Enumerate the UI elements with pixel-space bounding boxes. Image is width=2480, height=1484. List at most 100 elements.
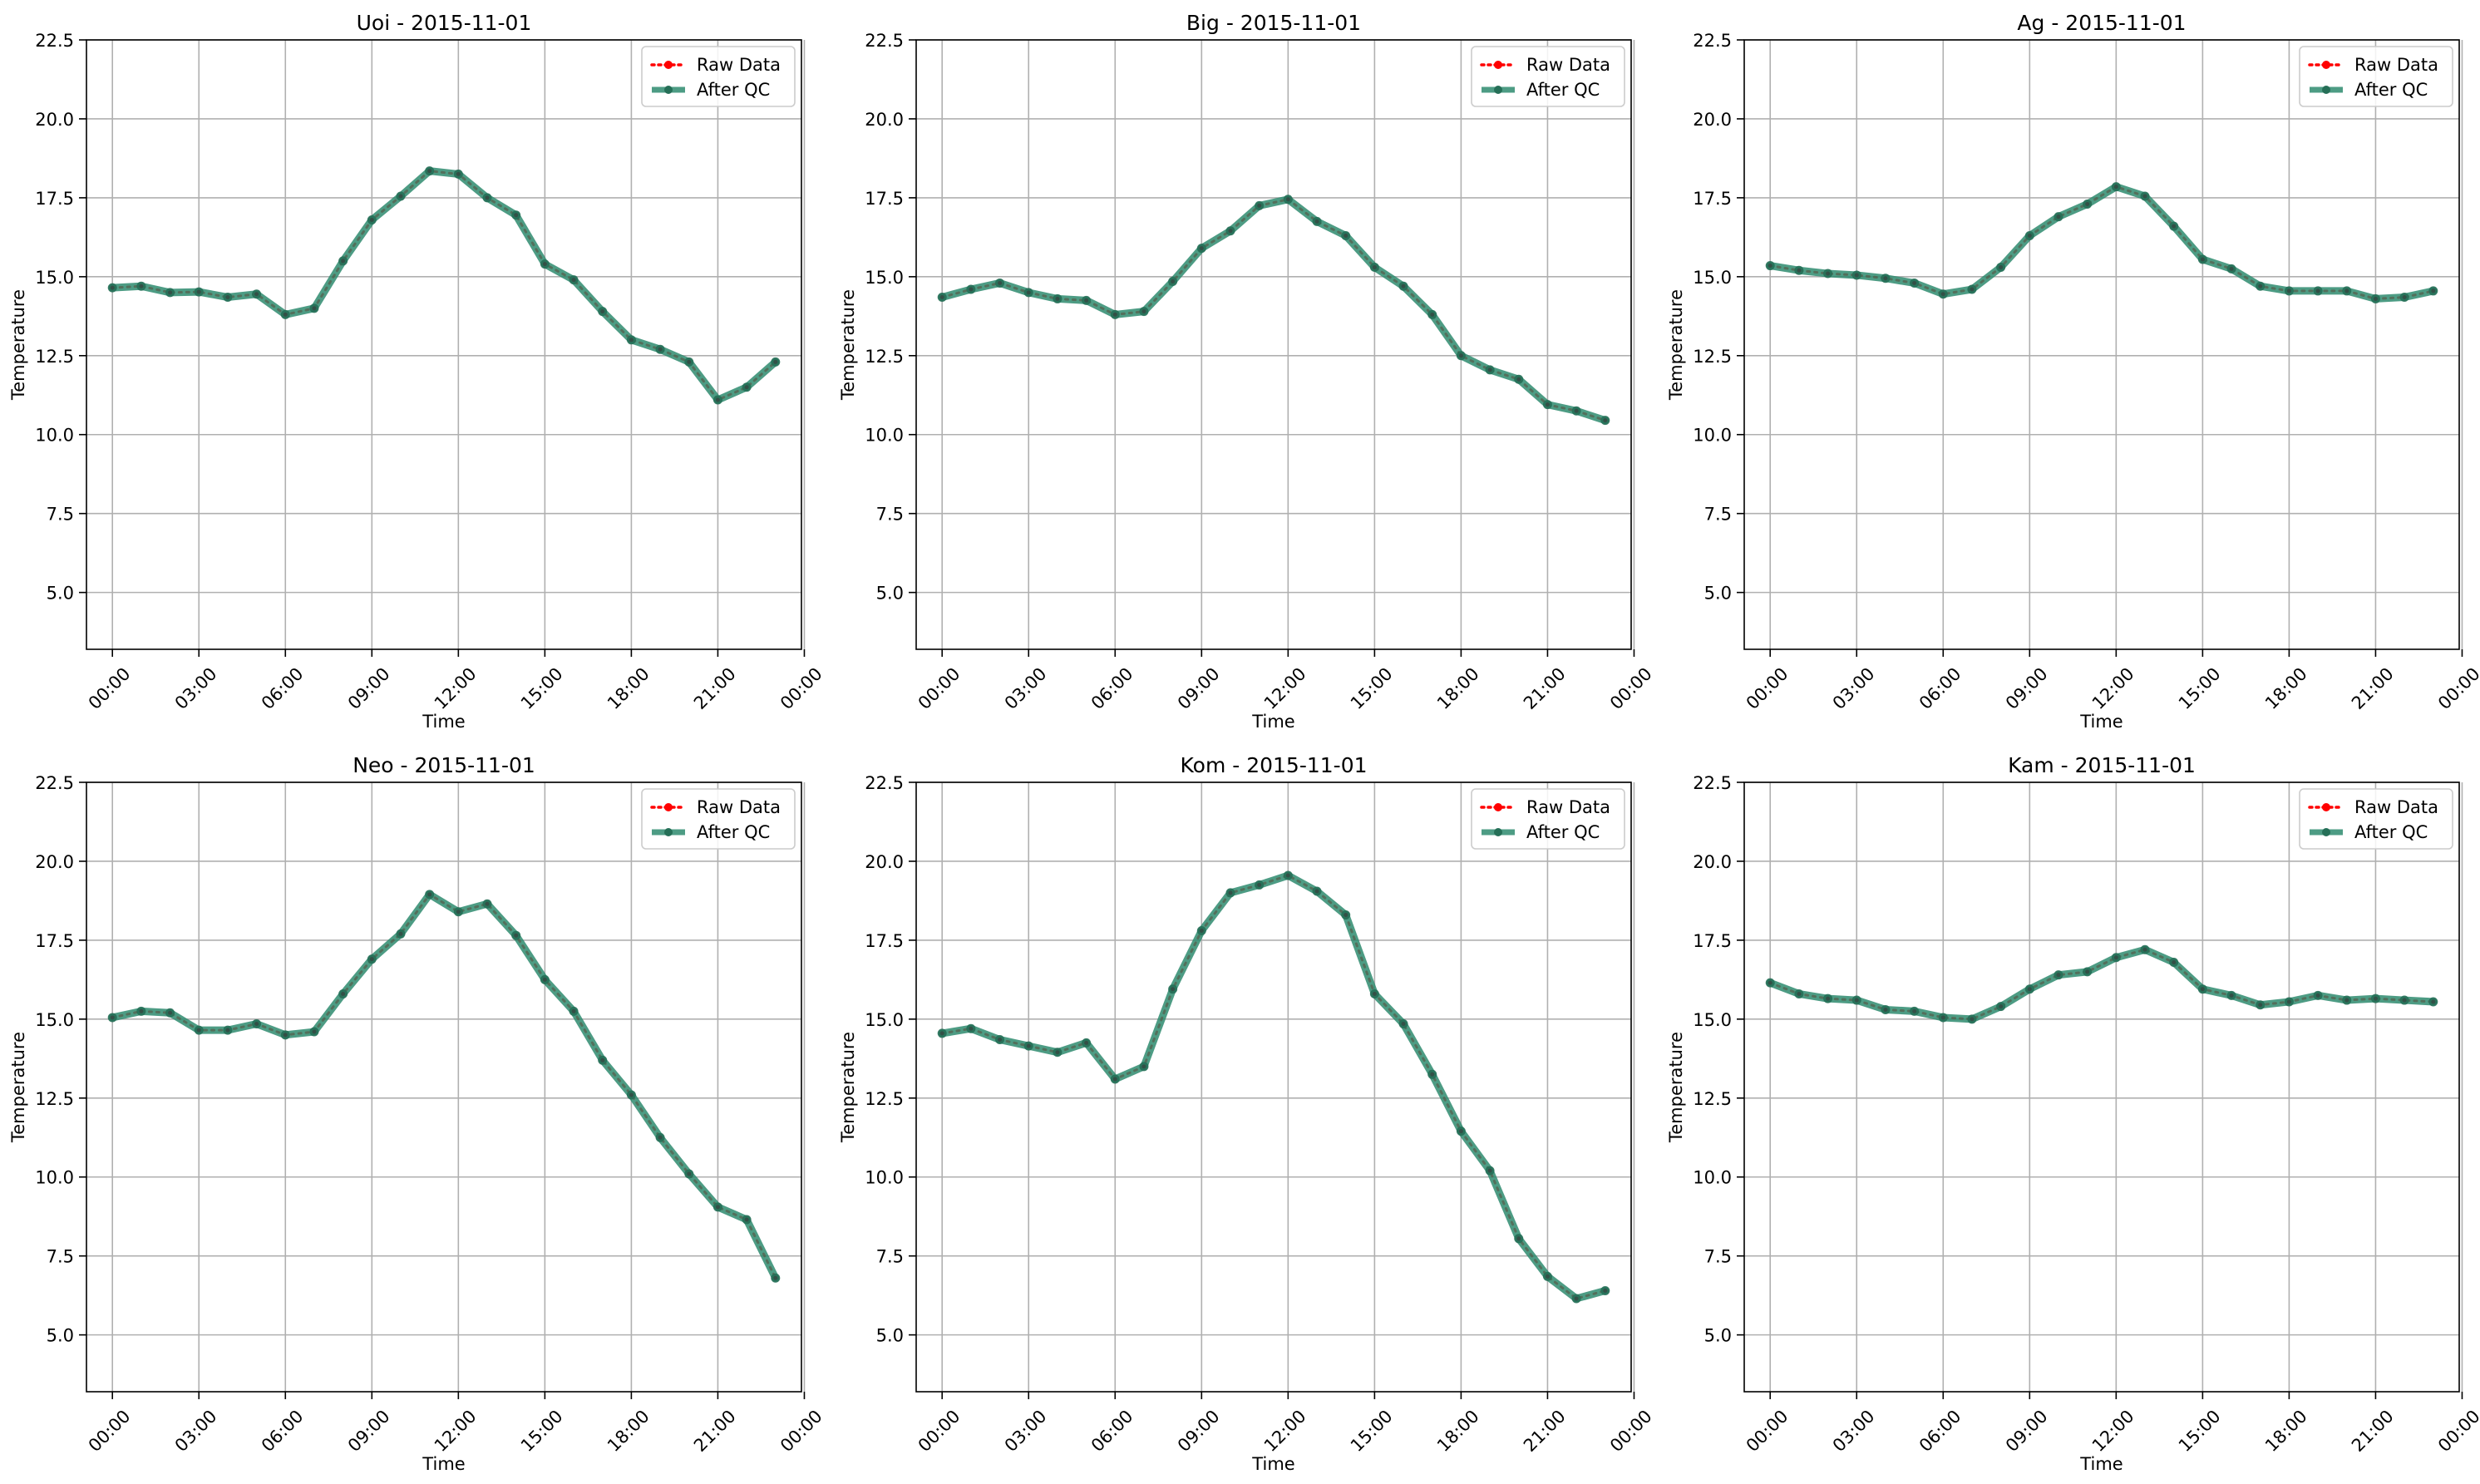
series-line-raw-data [940, 874, 1607, 1300]
chart-title: Ag - 2015-11-01 [2017, 11, 2186, 35]
x-tick-label: 09:00 [1174, 663, 1224, 713]
plot-frame [86, 39, 802, 650]
data-point-raw-data [1372, 264, 1377, 269]
data-point-raw-data [1999, 1004, 2004, 1009]
data-point-raw-data [456, 171, 461, 176]
data-point-raw-data [1545, 1274, 1550, 1279]
data-point-raw-data [196, 289, 201, 294]
x-tick-label: 00:00 [777, 663, 826, 713]
y-tick-label: 17.5 [35, 931, 74, 951]
legend-marker-raw-data [2322, 61, 2330, 69]
data-point-raw-data [687, 1171, 692, 1176]
data-point-raw-data [168, 1010, 173, 1015]
data-point-raw-data [2402, 295, 2407, 300]
data-point-raw-data [1940, 292, 1945, 297]
data-point-raw-data [168, 290, 173, 295]
data-point-raw-data [1257, 882, 1262, 887]
x-axis-label: Time [2079, 712, 2123, 732]
x-tick-label: 00:00 [1743, 663, 1792, 713]
data-point-raw-data [2286, 999, 2291, 1004]
data-point-raw-data [2373, 296, 2378, 301]
data-point-raw-data [2027, 233, 2032, 238]
data-point-raw-data [110, 285, 115, 290]
data-point-raw-data [571, 278, 576, 283]
data-point-raw-data [1401, 283, 1406, 288]
data-point-raw-data [514, 213, 519, 218]
x-tick-label: 12:00 [431, 1406, 481, 1456]
data-point-raw-data [456, 910, 461, 915]
plot-area [916, 40, 1631, 649]
y-tick-label: 15.0 [1693, 268, 1732, 288]
chart-title: Uoi - 2015-11-01 [357, 11, 532, 35]
x-tick-label: 15:00 [517, 663, 567, 713]
legend-label-after-qc: After QC [2354, 80, 2428, 100]
x-tick-label: 21:00 [690, 1406, 740, 1456]
data-point-raw-data [1112, 312, 1117, 317]
x-tick-label: 18:00 [2261, 663, 2311, 713]
data-point-raw-data [2229, 993, 2234, 998]
y-tick-label: 17.5 [1693, 189, 1732, 209]
data-point-raw-data [1768, 264, 1772, 269]
x-tick-label: 00:00 [1606, 663, 1656, 713]
x-tick-label: 15:00 [2175, 663, 2225, 713]
data-point-raw-data [969, 1026, 974, 1031]
data-point-raw-data [514, 933, 519, 938]
x-tick-label: 00:00 [2434, 663, 2480, 713]
data-point-raw-data [139, 1008, 144, 1013]
data-point-raw-data [1458, 1129, 1463, 1134]
data-point-raw-data [1084, 1040, 1089, 1045]
data-point-raw-data [969, 287, 974, 292]
y-tick-label: 12.5 [1693, 1089, 1732, 1109]
data-point-raw-data [715, 1205, 720, 1210]
data-point-raw-data [1112, 1077, 1117, 1082]
legend-label-raw-data: Raw Data [1526, 797, 1610, 817]
data-point-raw-data [1228, 229, 1233, 234]
data-point-raw-data [1285, 197, 1290, 202]
data-point-raw-data [2431, 288, 2436, 293]
data-point-raw-data [2056, 214, 2061, 219]
data-point-raw-data [1285, 873, 1290, 878]
data-point-raw-data [1826, 271, 1831, 276]
x-tick-label: 06:00 [258, 663, 308, 713]
x-tick-label: 06:00 [1087, 1406, 1137, 1456]
x-tick-label: 00:00 [777, 1406, 826, 1456]
data-point-raw-data [1055, 1050, 1060, 1055]
data-point-raw-data [2142, 194, 2147, 199]
x-tick-label: 00:00 [85, 1406, 135, 1456]
x-tick-label: 21:00 [1520, 663, 1570, 713]
x-tick-label: 03:00 [1829, 663, 1879, 713]
y-tick-label: 12.5 [35, 1089, 74, 1109]
data-point-raw-data [1545, 402, 1550, 407]
data-point-raw-data [341, 991, 346, 996]
data-point-raw-data [110, 1015, 115, 1020]
x-tick-label: 18:00 [1433, 1406, 1483, 1456]
x-tick-label: 03:00 [1001, 1406, 1051, 1456]
y-tick-label: 10.0 [1693, 1168, 1732, 1188]
y-tick-label: 12.5 [35, 347, 74, 367]
data-point-raw-data [939, 295, 944, 300]
data-point-raw-data [485, 195, 490, 200]
y-tick-label: 10.0 [1693, 426, 1732, 446]
y-tick-label: 10.0 [865, 426, 904, 446]
data-point-raw-data [2172, 959, 2177, 964]
y-tick-label: 5.0 [1704, 1326, 1732, 1346]
data-point-raw-data [1912, 1008, 1917, 1013]
data-point-raw-data [1516, 1236, 1521, 1241]
legend-label-raw-data: Raw Data [2354, 55, 2438, 75]
subplot-1: 5.0 7.5 10.0 12.5 15.0 17.5 20.0 22.5 00:00 03:00… [8, 11, 826, 732]
y-tick-label: 7.5 [47, 505, 74, 525]
data-point-raw-data [773, 1275, 778, 1280]
x-axis-label: Time [2079, 1454, 2123, 1474]
data-point-raw-data [398, 931, 403, 936]
data-point-raw-data [2373, 996, 2378, 1001]
data-point-raw-data [1940, 1015, 1945, 1020]
x-tick-label: 12:00 [2088, 663, 2138, 713]
x-tick-label: 00:00 [2434, 1406, 2480, 1456]
data-point-raw-data [1999, 264, 2004, 269]
data-point-raw-data [312, 1029, 317, 1034]
data-point-raw-data [542, 262, 547, 267]
x-tick-label: 00:00 [85, 663, 135, 713]
x-tick-label: 21:00 [690, 663, 740, 713]
x-tick-label: 12:00 [1260, 663, 1310, 713]
plot-frame [915, 39, 1632, 650]
